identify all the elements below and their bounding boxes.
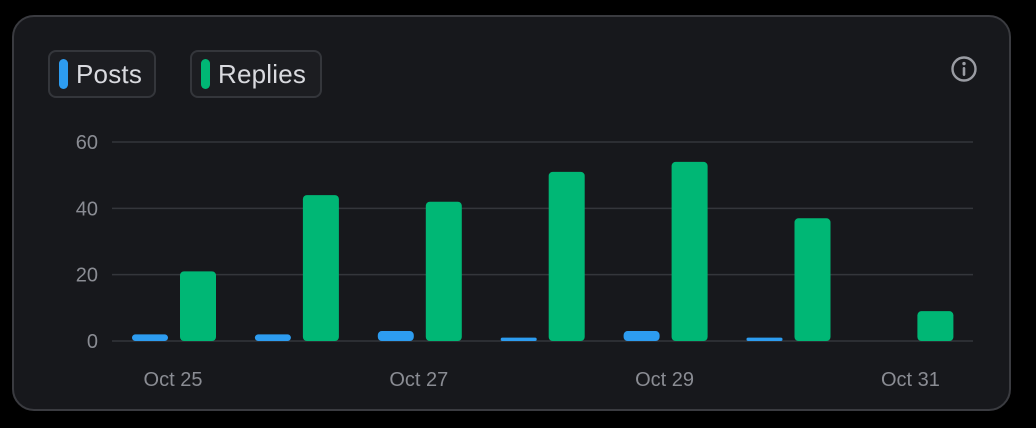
y-tick-label: 60	[76, 132, 98, 154]
replies-bar[interactable]	[425, 201, 462, 341]
legend-item-posts[interactable]: Posts	[48, 50, 156, 98]
replies-bar[interactable]	[180, 271, 216, 341]
chart-card: Posts Replies	[12, 15, 1011, 411]
replies-bar[interactable]	[548, 171, 585, 341]
posts-swatch	[59, 59, 68, 89]
posts-bar[interactable]	[254, 334, 291, 341]
y-tick-label: 0	[87, 331, 98, 353]
legend-item-replies[interactable]: Replies	[190, 50, 322, 98]
y-tick-label: 20	[76, 265, 98, 287]
posts-bar[interactable]	[746, 337, 783, 341]
x-tick-label: Oct 27	[389, 369, 448, 391]
posts-bar[interactable]	[623, 331, 660, 341]
x-axis-labels: Oct 25 Oct 27 Oct 29 Oct 31	[144, 369, 940, 391]
x-tick-label: Oct 25	[144, 369, 203, 391]
x-tick-label: Oct 31	[881, 369, 940, 391]
y-axis-labels: 0 20 40 60	[76, 132, 98, 353]
info-icon[interactable]	[950, 55, 978, 83]
replies-bar[interactable]	[302, 195, 339, 341]
replies-bar[interactable]	[917, 311, 954, 341]
replies-bar[interactable]	[671, 161, 708, 341]
x-tick-label: Oct 29	[635, 369, 694, 391]
legend-label-posts: Posts	[76, 58, 143, 89]
replies-swatch	[201, 59, 210, 89]
legend-label-replies: Replies	[218, 58, 307, 89]
posts-bar[interactable]	[132, 334, 168, 341]
posts-bar[interactable]	[500, 337, 537, 341]
replies-bar[interactable]	[794, 218, 831, 341]
gridlines	[112, 141, 973, 342]
bars	[132, 161, 954, 341]
y-tick-label: 40	[76, 198, 98, 220]
posts-bar[interactable]	[377, 331, 414, 341]
